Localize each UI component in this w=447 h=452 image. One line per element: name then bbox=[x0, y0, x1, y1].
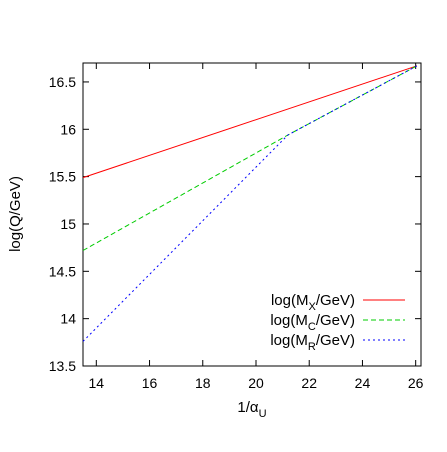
series-line-r bbox=[82, 65, 418, 342]
y-axis-label: log(Q/GeV) bbox=[7, 176, 24, 252]
legend-label-sub: R bbox=[308, 341, 316, 353]
axis-ticks: 14 16 18 20 22 24 26 13.5 14 14.5 15 15.5 16 16.5 bbox=[49, 63, 424, 391]
legend-label-c: log(MC/GeV) bbox=[270, 312, 355, 333]
series-lines bbox=[82, 65, 418, 342]
legend-label-tail: /GeV) bbox=[316, 332, 355, 349]
series-line-c bbox=[82, 65, 418, 251]
legend-label-tail: /GeV) bbox=[316, 312, 355, 329]
legend-label-main: log(M bbox=[271, 292, 309, 309]
legend-label-main: log(M bbox=[270, 312, 308, 329]
legend-label-tail: /GeV) bbox=[316, 292, 355, 309]
y-tick-label: 16 bbox=[60, 121, 76, 137]
legend-label-main: log(M bbox=[270, 332, 308, 349]
x-tick-label: 26 bbox=[408, 375, 424, 391]
y-tick-label: 14 bbox=[60, 311, 76, 327]
plot-frame bbox=[82, 62, 422, 367]
legend-label-x: log(MX/GeV) bbox=[271, 292, 355, 313]
y-tick-label: 15.5 bbox=[49, 169, 76, 185]
y-tick-label: 13.5 bbox=[49, 358, 76, 374]
x-tick-label: 22 bbox=[301, 375, 317, 391]
y-tick-label: 16.5 bbox=[49, 74, 76, 90]
x-tick-label: 14 bbox=[89, 375, 105, 391]
y-tick-label: 15 bbox=[60, 216, 76, 232]
legend-label-sub: X bbox=[308, 301, 316, 313]
x-tick-label: 16 bbox=[142, 375, 158, 391]
legend-label-sub: C bbox=[308, 321, 316, 333]
x-tick-label: 24 bbox=[355, 375, 371, 391]
legend: log(MX/GeV)log(MC/GeV)log(MR/GeV) bbox=[270, 292, 405, 353]
y-tick-label: 14.5 bbox=[49, 263, 76, 279]
legend-label-r: log(MR/GeV) bbox=[270, 332, 355, 353]
series-line-x bbox=[82, 65, 418, 179]
x-tick-label: 20 bbox=[248, 375, 264, 391]
x-axis-label: 1/αU bbox=[237, 399, 266, 420]
x-axis-label-main: 1/α bbox=[237, 399, 259, 416]
x-tick-label: 18 bbox=[195, 375, 211, 391]
x-axis-label-sub: U bbox=[259, 408, 267, 420]
